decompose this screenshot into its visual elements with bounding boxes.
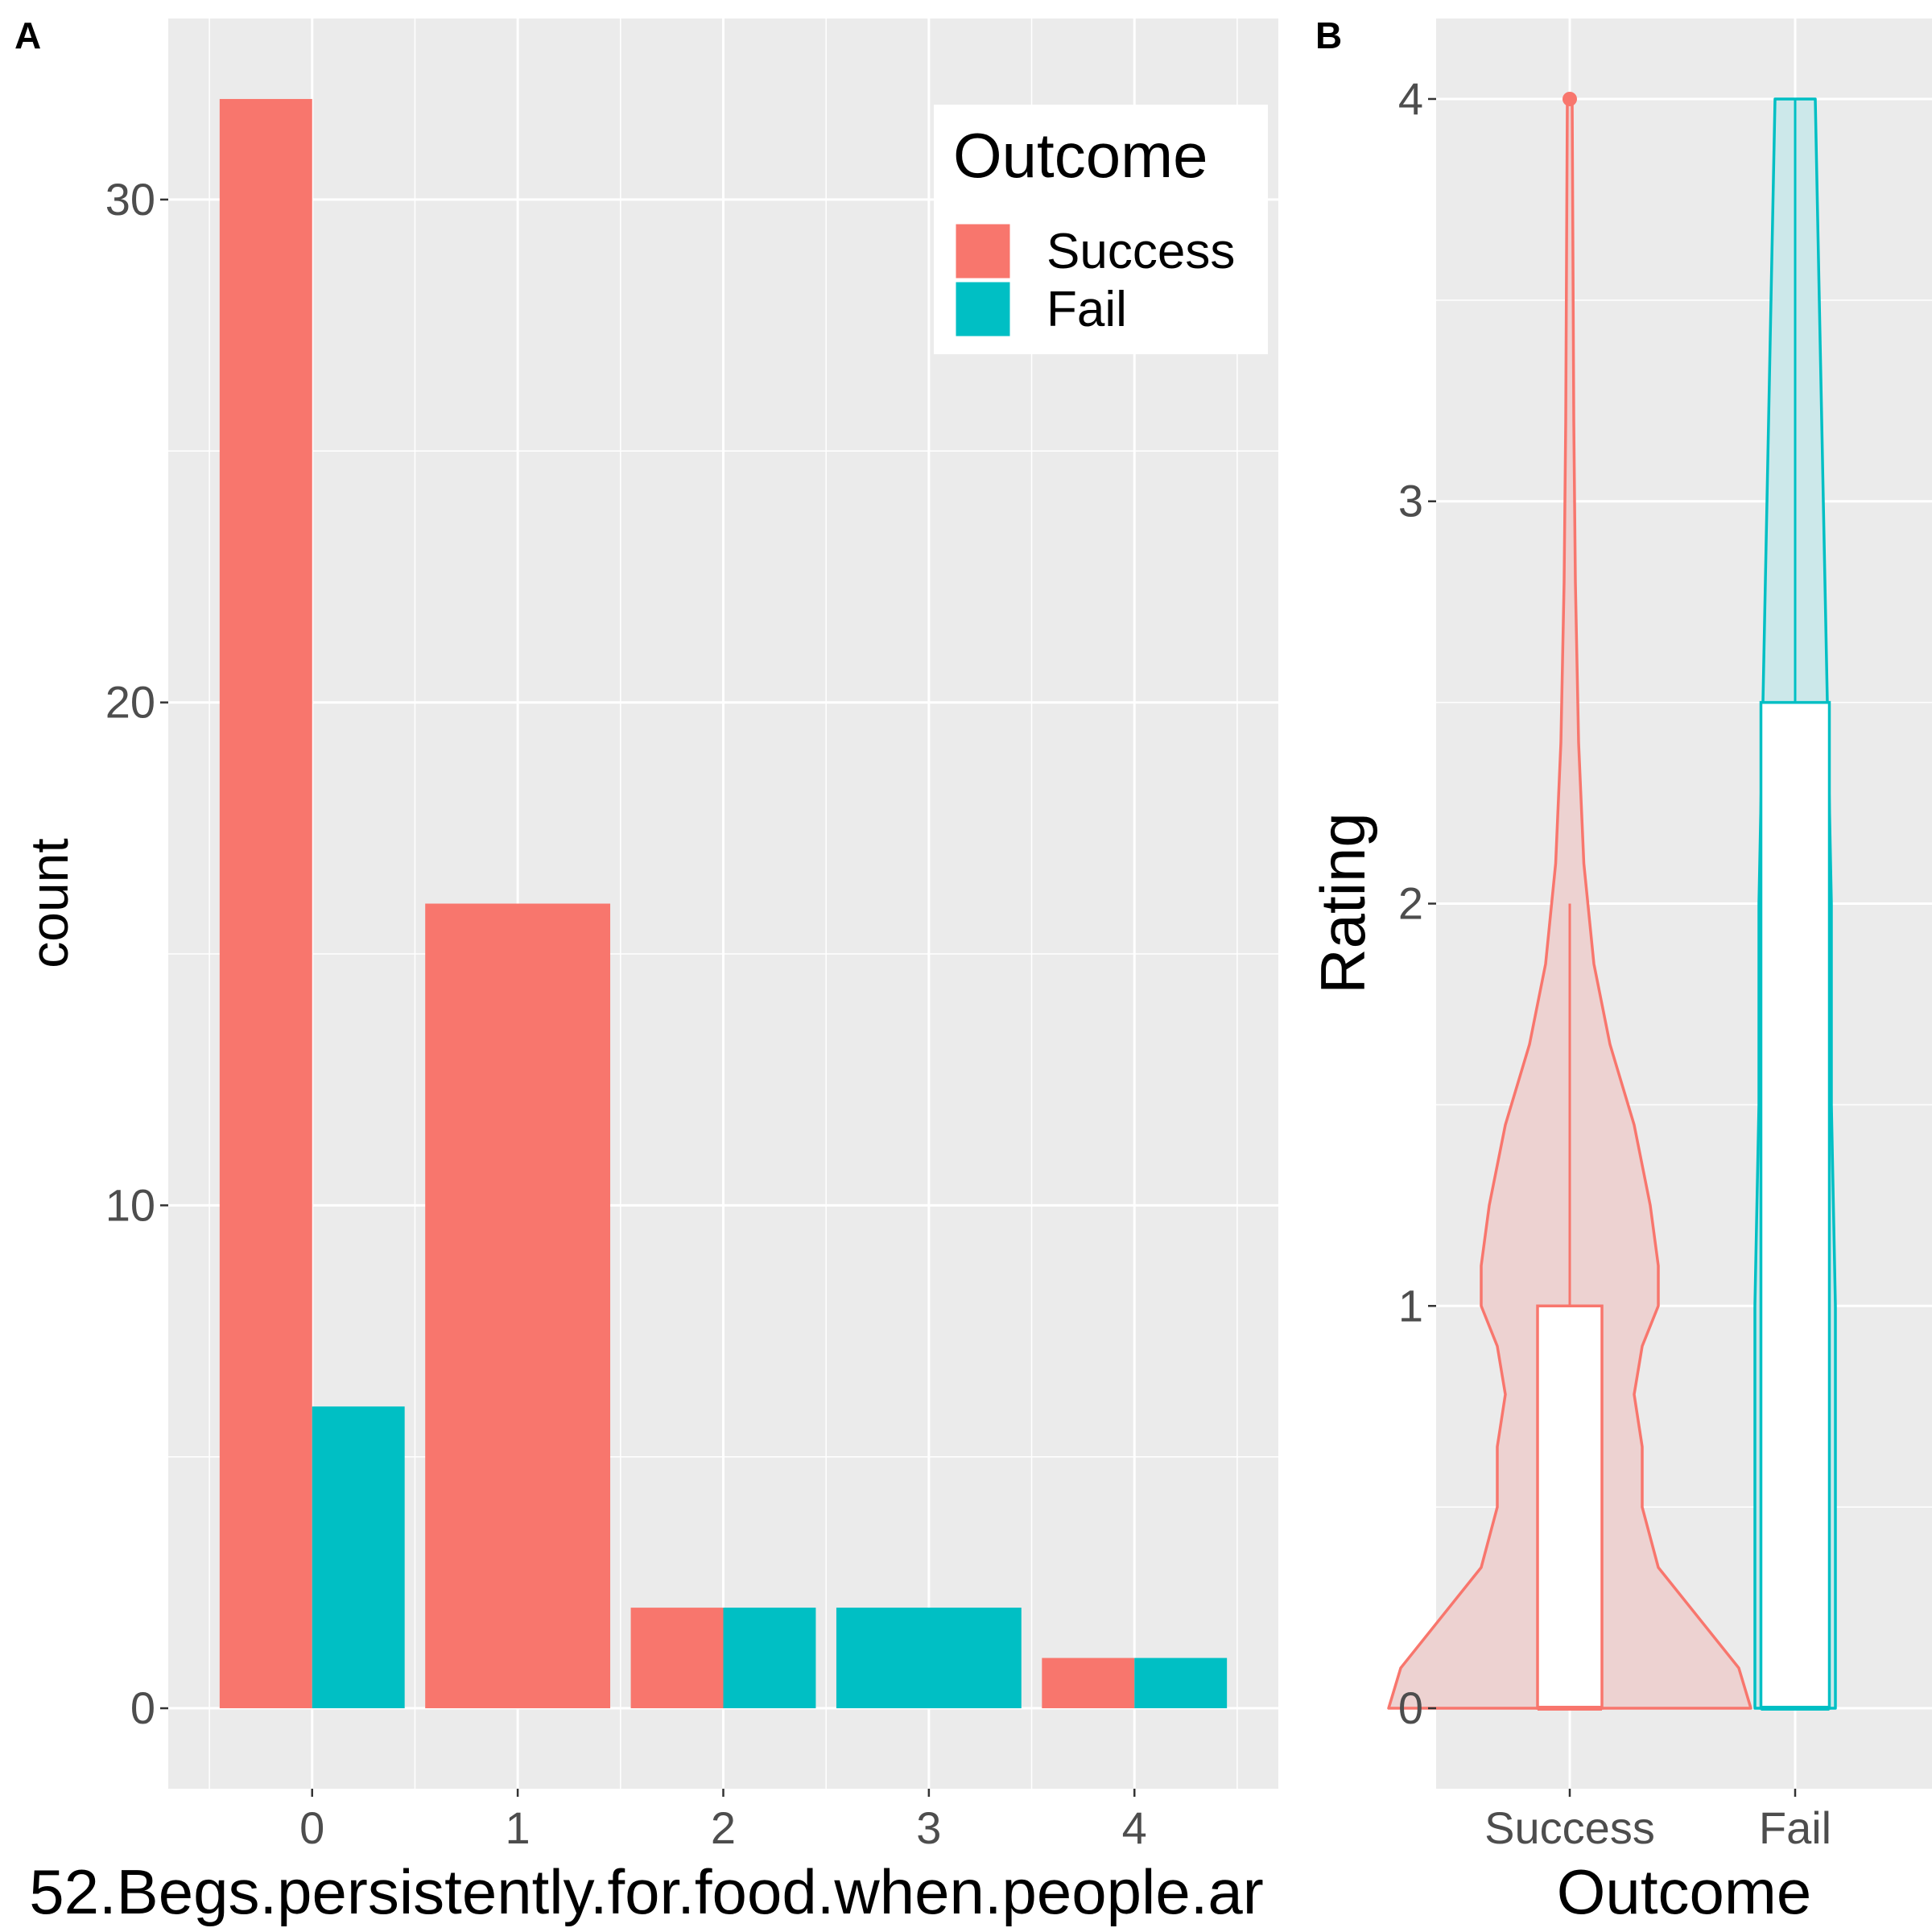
panel-a-xlabel: 52.Begs.persistently.for.food.when.peopl… [29, 1856, 1264, 1927]
panel-a-xtick-label: 1 [506, 1802, 530, 1853]
legend-label-success: Success [1046, 224, 1235, 279]
box-fail [1759, 700, 1831, 1710]
panel-a-ytick-label: 10 [105, 1179, 155, 1230]
panel-b-chart: 0 1 2 3 4 Success Fail Rating Outcome [1307, 19, 1932, 1927]
panel-b-ytick-label: 4 [1398, 73, 1423, 124]
panel-b-xlabel: Outcome [1557, 1856, 1811, 1927]
panel-a-ylabel: count [19, 838, 79, 968]
bar-success-4 [1042, 1657, 1135, 1709]
panel-b-xtick-label: Fail [1759, 1802, 1831, 1853]
panel-a-xtick-label: 2 [711, 1802, 736, 1853]
legend-key-success [953, 221, 1013, 281]
panel-b-violins [1387, 91, 1837, 1711]
panel-a-bars [219, 98, 1228, 1709]
legend-key-fail [953, 279, 1013, 339]
panel-b-ytick-label: 1 [1398, 1280, 1423, 1331]
panel-b-ylabel: Rating [1307, 812, 1378, 993]
bar-fail-3 [836, 1608, 1022, 1709]
panel-b-ytick-label: 0 [1398, 1682, 1423, 1733]
panel-b-ytick-label: 3 [1398, 476, 1423, 526]
panel-a-ytick-label: 0 [130, 1682, 155, 1733]
bar-fail-4 [1134, 1657, 1228, 1709]
panel-b-ytick-label: 2 [1398, 878, 1423, 929]
panel-b-tag: B [1315, 14, 1342, 56]
legend-title: Outcome [953, 120, 1208, 191]
panel-a-chart: 0 10 20 30 0 1 2 3 4 count 52.Begs.persistently.… [19, 19, 1278, 1927]
outlier-success [1563, 91, 1577, 106]
legend-label-fail: Fail [1046, 282, 1127, 337]
bar-success-1 [425, 903, 611, 1709]
bar-fail-2 [723, 1608, 816, 1709]
panel-a-axes: 0 10 20 30 0 1 2 3 4 [105, 174, 1147, 1853]
panel-b-axes: 0 1 2 3 4 Success Fail [1398, 73, 1831, 1853]
box-success [1536, 1304, 1604, 1710]
panel-a-xtick-label: 4 [1122, 1802, 1147, 1853]
bar-fail-0 [312, 1406, 405, 1709]
panel-a-ytick-label: 30 [105, 174, 155, 225]
bar-success-0 [219, 98, 312, 1709]
panel-a-tag: A [14, 14, 41, 56]
panel-a-xtick-label: 0 [299, 1802, 324, 1853]
bar-success-2 [630, 1608, 724, 1709]
panel-b-xtick-label: Success [1484, 1802, 1655, 1853]
panel-a-xtick-label: 3 [916, 1802, 941, 1853]
panel-a-ytick-label: 20 [105, 677, 155, 728]
